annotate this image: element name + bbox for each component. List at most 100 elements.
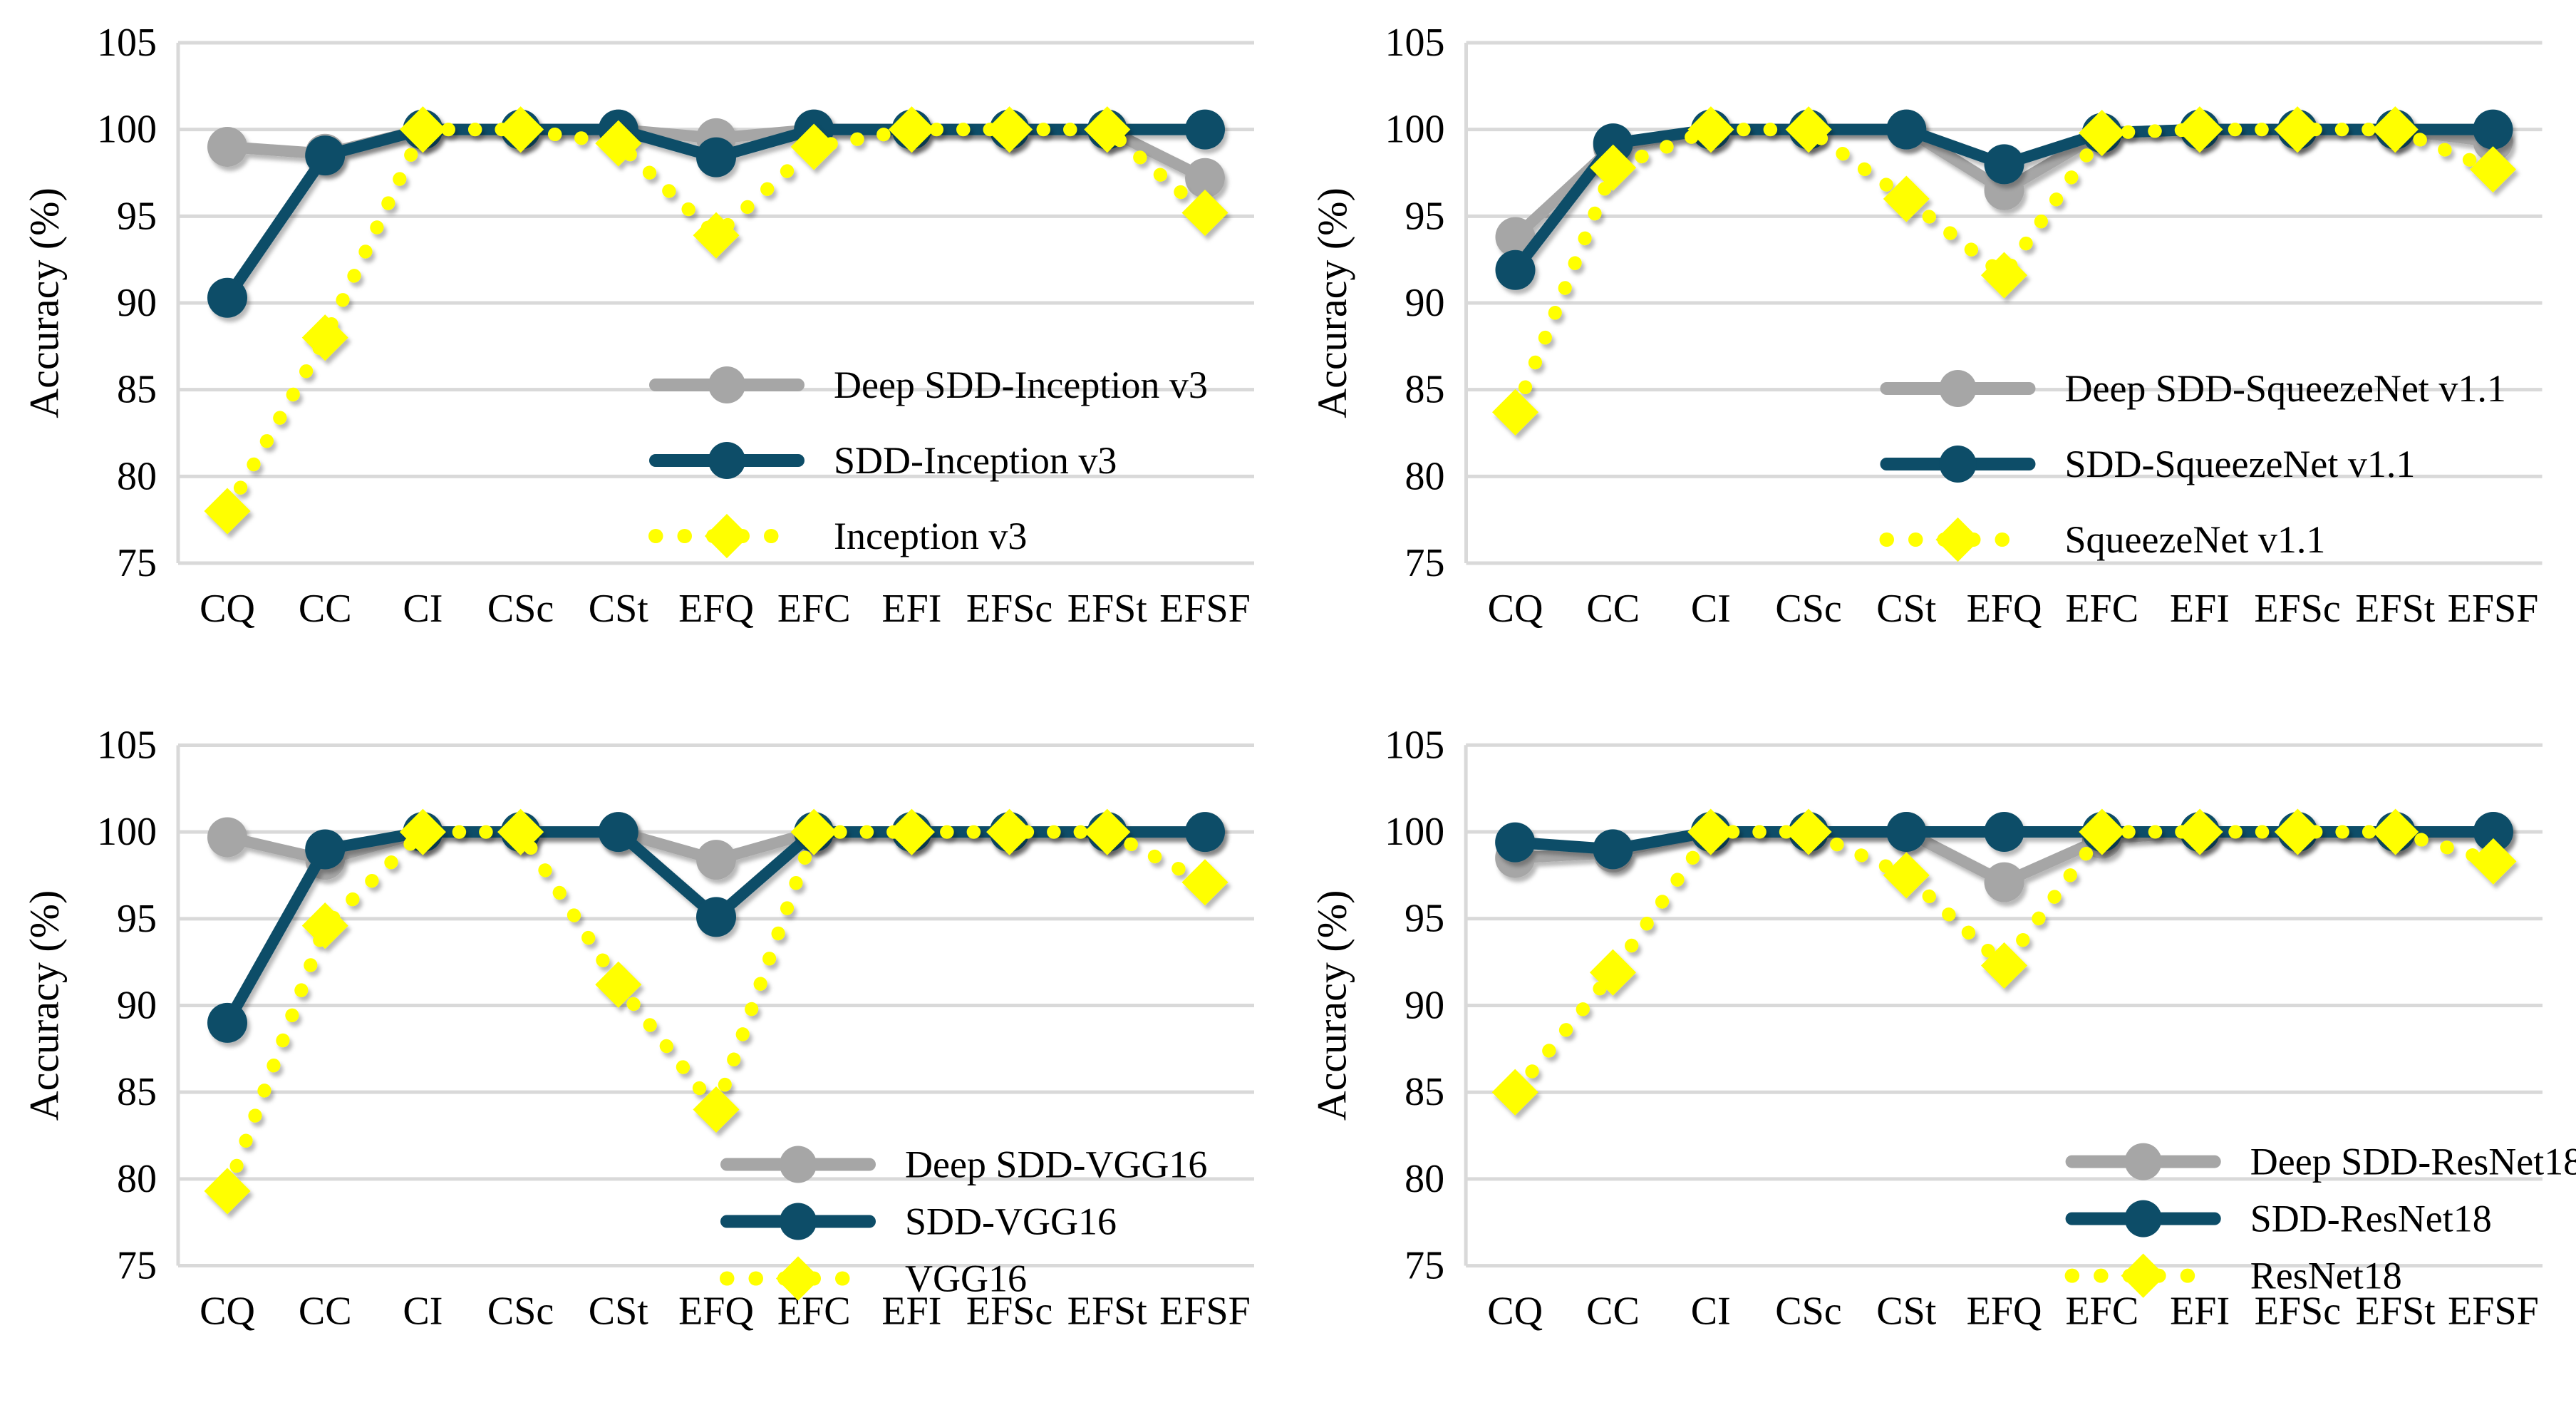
legend: Deep SDD-Inception v3 SDD-Inception v3 Inc… (648, 364, 1208, 559)
y-gridlines (1464, 41, 2543, 565)
data-point-marker (207, 127, 247, 167)
data-point-marker (301, 902, 348, 949)
y-axis-title: Accuracy (%) (21, 187, 68, 418)
legend-label: SDD-SqueezeNet v1.1 (2065, 443, 2416, 485)
legend-marker (708, 366, 745, 403)
chart-vgg16: 75 80 85 90 95 100 105 Accuracy (%) CQ CC CI CSc CSt… (0, 702, 1288, 1405)
data-point-marker (598, 812, 638, 853)
series-inception-v3 (204, 106, 1228, 535)
y-tick-label: 90 (117, 984, 157, 1028)
y-tick-label: 90 (117, 281, 157, 325)
legend-marker (2124, 1200, 2162, 1237)
legend-item: Deep SDD-Inception v3 (649, 364, 1208, 406)
data-point-marker (1984, 811, 2024, 853)
data-point-marker (1883, 852, 1930, 899)
legend-label: SDD-VGG16 (905, 1200, 1117, 1243)
data-point-marker (301, 314, 348, 361)
y-tick-label: 95 (117, 897, 157, 941)
legend-item: Inception v3 (648, 513, 1027, 559)
data-point-marker (1687, 808, 1734, 855)
data-point-marker (204, 1168, 251, 1215)
series-line (220, 123, 1212, 518)
data-point-marker (888, 106, 935, 153)
legend-label: ResNet18 (2250, 1255, 2402, 1297)
x-tick-label: EFSF (2448, 587, 2539, 631)
data-point-marker (1495, 249, 1536, 290)
data-point-marker (1495, 217, 1536, 257)
data-point-marker (204, 488, 251, 535)
y-tick-label: 95 (117, 194, 157, 238)
legend-marker (2121, 1253, 2166, 1298)
data-point-marker (1181, 859, 1228, 906)
legend-marker (1939, 446, 1977, 483)
legend-label: Deep SDD-VGG16 (905, 1143, 1207, 1186)
data-point-marker (1185, 812, 1225, 853)
x-tick-label: CSc (1775, 1290, 1841, 1334)
y-axis-title: Accuracy (%) (1309, 187, 1355, 418)
series-resnet18 (1491, 808, 2517, 1116)
data-point-marker (1984, 862, 2024, 902)
x-tick-label: EFC (2065, 587, 2138, 631)
y-axis-title: Accuracy (%) (21, 890, 68, 1121)
y-tick-label: 75 (1405, 541, 1445, 585)
y-tick-label: 75 (117, 1244, 157, 1288)
chart-svg-inception-v3: 75 80 85 90 95 100 105 Accuracy (%) CQ CC CI CSc CSt… (21, 21, 1254, 631)
y-tick-label: 105 (97, 21, 157, 65)
data-point-marker (497, 106, 544, 153)
x-tick-label: EFC (777, 1290, 851, 1334)
y-tick-label: 100 (97, 810, 157, 854)
x-tick-label: EFSF (1159, 1290, 1251, 1334)
x-tick-label: EFQ (1967, 1290, 2042, 1334)
legend-marker (708, 442, 745, 479)
x-tick-label: CQ (1488, 587, 1543, 631)
legend-marker (1939, 370, 1977, 407)
y-tick-label: 75 (117, 541, 157, 585)
y-axis-title: Accuracy (%) (1309, 890, 1355, 1121)
data-point-marker (2274, 106, 2321, 153)
x-tick-label: CSc (1775, 587, 1841, 631)
data-point-marker (790, 123, 837, 170)
legend-item: SDD-VGG16 (720, 1200, 1117, 1243)
x-tick-label: CSc (487, 587, 554, 631)
data-point-marker (2372, 808, 2419, 855)
y-tick-label: 105 (97, 724, 157, 768)
y-tick-label: 75 (1405, 1244, 1444, 1288)
data-point-marker (1984, 144, 2024, 185)
data-point-marker (2470, 838, 2517, 885)
x-tick-label: EFSc (2254, 587, 2340, 631)
x-tick-label: CI (1691, 587, 1731, 631)
data-point-marker (595, 961, 642, 1008)
x-tick-label: EFI (881, 1290, 941, 1334)
data-point-marker (1084, 106, 1131, 153)
x-tick-label: CC (299, 587, 352, 631)
data-point-marker (1785, 808, 1832, 855)
data-point-marker (888, 808, 935, 855)
legend-item: SDD-SqueezeNet v1.1 (1880, 443, 2416, 485)
data-point-marker (1185, 109, 1225, 150)
legend: Deep SDD-VGG16 SDD-VGG16 VGG16 (720, 1143, 1207, 1301)
legend-item: SDD-Inception v3 (649, 439, 1117, 482)
x-tick-label: CSt (1876, 1290, 1937, 1334)
data-point-marker (2176, 808, 2223, 855)
chart-inception-v3: 75 80 85 90 95 100 105 Accuracy (%) CQ CC CI CSc CSt… (0, 0, 1288, 702)
x-tick-label: CC (299, 1290, 352, 1334)
y-tick-label: 100 (1385, 108, 1445, 152)
x-tick-label: CI (1691, 1290, 1731, 1334)
x-tick-label: CQ (1487, 1290, 1543, 1334)
legend-label: Deep SDD-SqueezeNet v1.1 (2065, 367, 2506, 410)
legend-marker (780, 1146, 817, 1183)
data-point-marker (207, 277, 247, 318)
legend-marker (1935, 517, 1980, 562)
y-tick-label: 95 (1405, 897, 1444, 941)
chart-squeezenet-v1-1: 75 80 85 90 95 100 105 Accuracy (%) CQ CC CI CSc CSt… (1288, 0, 2576, 702)
chart-resnet18: 75 80 85 90 95 100 105 Accuracy (%) CQ CC CI CSc CSt… (1288, 702, 2576, 1405)
data-point-marker (693, 1086, 740, 1133)
legend-label: SqueezeNet v1.1 (2065, 518, 2326, 561)
x-tick-label: EFSc (2255, 1290, 2341, 1334)
x-tick-label: CSt (589, 1290, 648, 1334)
data-point-marker (1185, 158, 1225, 198)
y-tick-label: 90 (1405, 983, 1444, 1027)
y-tick-label: 80 (1405, 454, 1445, 498)
data-point-marker (1687, 106, 1734, 153)
y-tick-label: 100 (1385, 810, 1444, 854)
